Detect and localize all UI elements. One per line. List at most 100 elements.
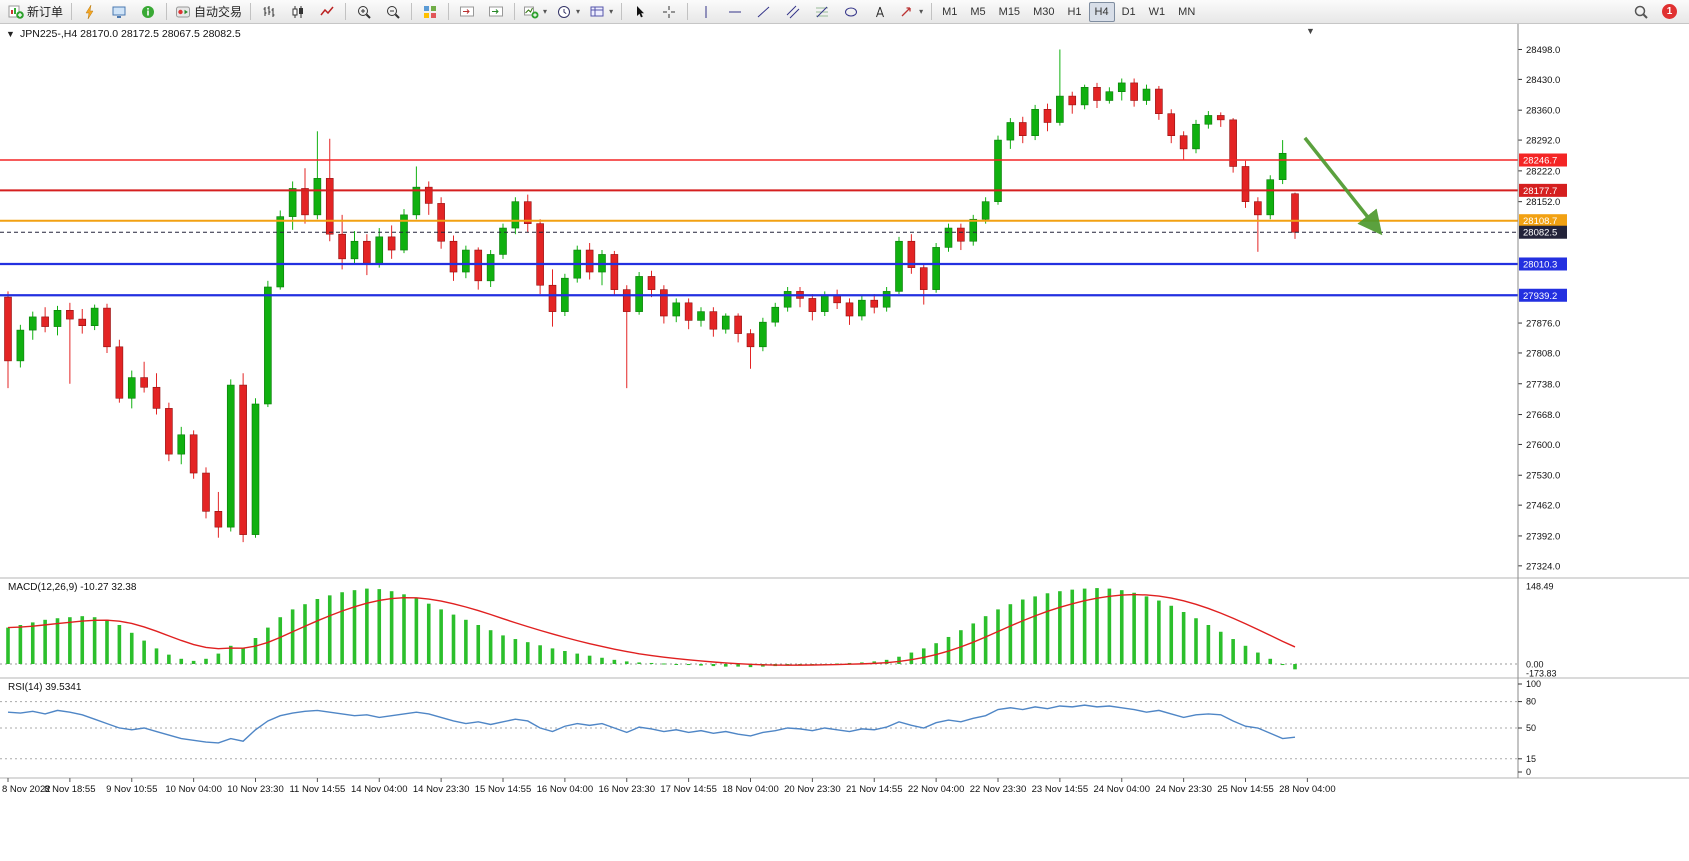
toolbar-right-group: 1 [1627,1,1685,23]
new-order-button[interactable]: 新订单 [4,1,67,23]
timeframe-w1-button[interactable]: W1 [1143,2,1172,22]
macd-histogram-bar [414,598,419,664]
timeframe-m30-button-label: M30 [1033,5,1055,18]
zoom-in-button[interactable] [350,1,378,23]
timeframe-h4-button[interactable]: H4 [1088,1,1115,22]
time-axis-label[interactable]: 9 Nov 10:55 [106,784,157,795]
macd-histogram-bar [897,656,901,664]
notification-badge[interactable]: 1 [1662,4,1677,19]
timeframe-m1-button[interactable]: M1 [936,2,963,22]
price-axis-label: 28498.0 [1526,45,1560,56]
chart-shift-marker[interactable]: ▼ [1306,26,1315,36]
timeframe-mn-button[interactable]: MN [1172,2,1201,22]
time-axis-label[interactable]: 15 Nov 14:55 [475,784,532,795]
arrows-button[interactable]: ▾ [895,1,927,23]
candle-body [870,299,879,308]
time-axis-label[interactable]: 8 Nov 2022 [2,784,51,795]
rsi-axis-label: 0 [1526,767,1531,777]
zoom-out-button[interactable] [379,1,407,23]
templates-button[interactable]: ▾ [585,1,617,23]
chart-shift-button[interactable] [453,1,481,23]
timeframe-w1-button-label: W1 [1148,5,1166,18]
timeframe-m15-button[interactable]: M15 [993,2,1026,22]
candlestick-chart-button[interactable] [284,1,312,23]
candle-body [511,201,520,229]
candle-body [1043,108,1052,123]
trendline-button[interactable] [750,1,778,23]
time-axis-label[interactable]: 22 Nov 23:30 [970,784,1027,795]
time-axis-label[interactable]: 14 Nov 04:00 [351,784,408,795]
macd-histogram-bar [1194,618,1198,664]
time-axis-label[interactable]: 20 Nov 23:30 [784,784,841,795]
candle-body [251,403,260,535]
candles-icon [292,5,304,18]
line-chart-button[interactable] [313,1,341,23]
indicators-button[interactable] [76,1,104,23]
macd-histogram-bar [117,625,122,664]
timeframe-h1-button[interactable]: H1 [1061,2,1087,22]
time-axis-label[interactable]: 10 Nov 04:00 [165,784,222,795]
candle-body [189,434,198,474]
macd-histogram-bar [167,654,171,664]
autotrading-button[interactable]: 自动交易 [171,1,246,23]
price-axis-label: 28222.0 [1526,166,1560,177]
time-axis-label[interactable]: 10 Nov 23:30 [227,784,284,795]
candle-body [1130,82,1138,101]
time-axis-label[interactable]: 16 Nov 23:30 [598,784,655,795]
candle-body [994,139,1002,202]
chart-collapse-toggle[interactable]: ▼ [6,29,15,39]
vertical-line-button[interactable] [692,1,720,23]
price-axis-label: 27600.0 [1526,440,1560,451]
crosshair-button[interactable] [655,1,683,23]
candle-body [660,289,668,317]
time-axis-label[interactable]: 24 Nov 04:00 [1093,784,1150,795]
time-axis-label[interactable]: 23 Nov 14:55 [1032,784,1089,795]
chart-window-button[interactable] [105,1,133,23]
text-button[interactable] [866,1,894,23]
search-button[interactable] [1627,1,1655,23]
channel-button[interactable] [779,1,807,23]
time-axis-label[interactable]: 11 Nov 14:55 [289,784,345,795]
chart-canvas[interactable]: 28498.0 28430.0 28360.0 28292.0 28222.0 28152… [0,24,1689,861]
time-axis-label[interactable]: 25 Nov 14:55 [1217,784,1274,795]
price-level-badge-label: 27939.2 [1523,291,1557,302]
candle-body [350,240,359,260]
candle-body [28,316,37,331]
macd-histogram-bar [216,653,221,664]
bar-chart-button[interactable] [255,1,283,23]
macd-axis-label: 148.49 [1526,582,1554,592]
chart-shift-icon [460,6,475,16]
time-axis-label[interactable]: 16 Nov 04:00 [537,784,594,795]
data-window-button[interactable] [134,1,162,23]
tile-windows-button[interactable] [416,1,444,23]
cursor-button[interactable] [626,1,654,23]
shapes-button[interactable] [837,1,865,23]
timeframe-m5-button[interactable]: M5 [964,2,991,22]
new-chart-button[interactable]: ▾ [519,1,551,23]
horizontal-line-button[interactable] [721,1,749,23]
time-axis-label[interactable]: 28 Nov 04:00 [1279,784,1336,795]
periods-button[interactable]: ▾ [552,1,584,23]
time-axis-label[interactable]: 17 Nov 14:55 [660,784,717,795]
macd-histogram-bar [1169,605,1174,664]
price-axis-label: 27530.0 [1526,471,1560,482]
toolbar-separator [448,3,450,20]
trend-arrow-annotation[interactable] [1303,136,1383,236]
time-axis-label[interactable]: 21 Nov 14:55 [846,784,903,795]
candle-body [239,384,247,535]
macd-histogram-bar [1206,625,1211,664]
time-axis-label[interactable]: 24 Nov 23:30 [1155,784,1212,795]
macd-histogram-bar [662,663,666,665]
candle-body [1155,88,1163,114]
toolbar-separator [931,3,933,20]
time-axis-label[interactable]: 8 Nov 18:55 [44,784,95,795]
time-axis-label[interactable]: 14 Nov 23:30 [413,784,470,795]
auto-scroll-button[interactable] [482,1,510,23]
time-axis-label[interactable]: 22 Nov 04:00 [908,784,965,795]
timeframe-m30-button[interactable]: M30 [1027,2,1060,22]
macd-histogram-bar [1132,592,1136,664]
macd-histogram-bar [1033,596,1037,664]
timeframe-d1-button[interactable]: D1 [1116,2,1142,22]
time-axis-label[interactable]: 18 Nov 04:00 [722,784,779,795]
fibonacci-button[interactable] [808,1,836,23]
